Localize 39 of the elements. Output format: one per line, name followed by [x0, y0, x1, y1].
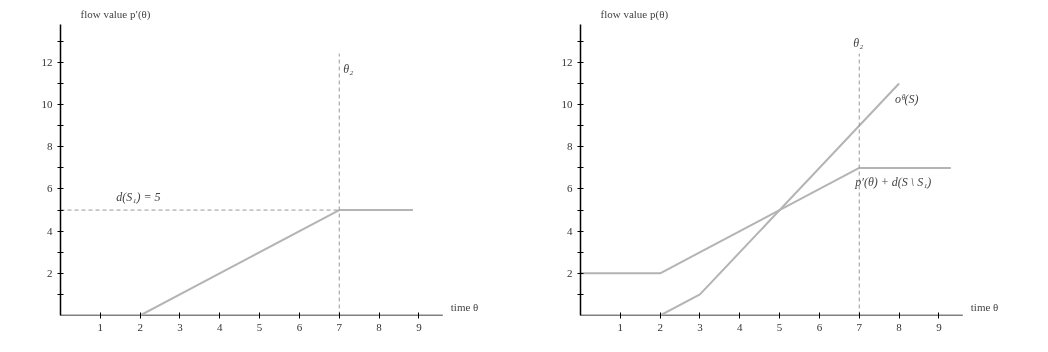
x-tick-label: 1 — [617, 320, 624, 333]
x-tick-label: 7 — [856, 320, 863, 333]
x-tick-label: 2 — [657, 320, 663, 333]
y-tick-label: 8 — [47, 140, 53, 153]
x-tick-label: 5 — [256, 320, 263, 333]
x-tick-label: 3 — [697, 320, 704, 333]
x-tick-label: 6 — [816, 320, 823, 333]
annotation: p′(θ) + d(S \ S₁) — [854, 174, 932, 189]
x-tick-label: 8 — [896, 320, 903, 333]
annotation: oᶿ(S) — [895, 91, 919, 106]
x-axis-title: time θ — [450, 300, 479, 313]
y-axis-title: flow value p′(θ) — [80, 7, 151, 21]
y-tick-label: 12 — [561, 55, 573, 68]
y-tick-label: 6 — [567, 182, 573, 195]
x-tick-label: 4 — [217, 320, 224, 333]
x-axis-title: time θ — [970, 300, 999, 313]
x-tick-label: 4 — [737, 320, 744, 333]
y-tick-label: 4 — [47, 224, 53, 237]
y-tick-label: 4 — [567, 224, 573, 237]
y-tick-label: 10 — [561, 98, 573, 111]
y-tick-label: 6 — [47, 182, 53, 195]
y-tick-label: 2 — [567, 266, 573, 279]
x-tick-label: 1 — [97, 320, 104, 333]
x-tick-label: 9 — [416, 320, 423, 333]
y-tick-label: 2 — [47, 266, 53, 279]
x-tick-label: 9 — [936, 320, 943, 333]
ref-line-label: d(S₁) = 5 — [116, 190, 161, 205]
y-tick-label: 10 — [41, 98, 53, 111]
ref-line-label: θ₂ — [343, 61, 354, 76]
x-tick-label: 8 — [376, 320, 383, 333]
x-tick-label: 6 — [296, 320, 303, 333]
y-axis-title: flow value p(θ) — [600, 7, 669, 21]
ref-line-label: θ₂ — [853, 35, 864, 50]
x-tick-label: 7 — [336, 320, 343, 333]
y-tick-label: 12 — [41, 55, 53, 68]
y-tick-label: 8 — [567, 140, 573, 153]
x-tick-label: 2 — [137, 320, 143, 333]
x-tick-label: 3 — [177, 320, 184, 333]
x-tick-label: 5 — [776, 320, 783, 333]
